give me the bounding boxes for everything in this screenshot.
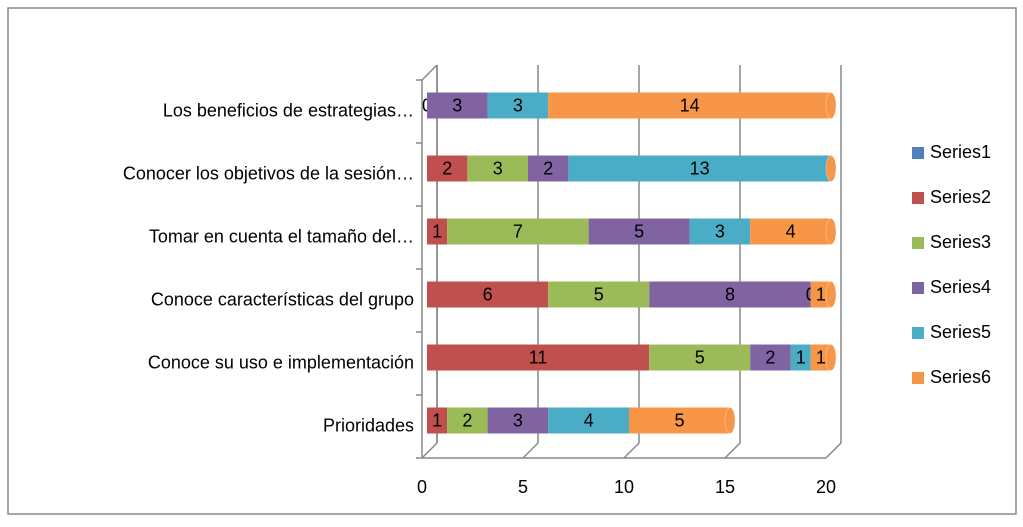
bar-segment [649,344,751,371]
value-label: 1 [432,410,442,430]
bar-segment [427,92,488,119]
value-label: 5 [634,221,644,241]
axis-line [421,64,438,81]
value-label: 3 [493,158,503,178]
legend-swatch [912,282,924,294]
legend-label: Series5 [930,322,991,342]
category-label: Conocer los objetivos de la sesión… [123,163,414,183]
bar-segment [548,281,650,308]
category-label: Conoce su uso e implementación [148,352,414,372]
value-label: 2 [462,410,472,430]
value-label: 1 [816,347,826,367]
bar-segment [548,407,629,434]
value-label: 13 [690,158,710,178]
value-label: 3 [715,221,725,241]
bar-segment [568,155,831,182]
bar-segment [467,155,528,182]
bar-segment [810,281,831,308]
value-label: 2 [543,158,553,178]
grid-line [724,442,741,459]
bar-segment [750,218,831,245]
bar-segment [427,155,468,182]
value-label: 5 [695,347,705,367]
value-label: 3 [513,95,523,115]
bar-cap [825,281,837,308]
grid-line [825,442,842,459]
bar-segment [750,344,791,371]
value-label: 3 [452,95,462,115]
value-label: 5 [594,284,604,304]
legend-swatch [912,192,924,204]
legend-swatch [912,147,924,159]
legend-label: Series3 [930,232,991,252]
bar-segment [427,218,448,245]
value-label: 1 [816,284,826,304]
value-label: 4 [786,221,796,241]
legend-swatch [912,237,924,249]
grid-line [522,442,539,459]
value-label: 3 [513,410,523,430]
bar-segment [689,218,751,245]
bar-segment [649,281,811,308]
bar-cap [825,344,837,371]
bar-segment [447,407,488,434]
value-label: 6 [483,284,493,304]
value-label: 1 [796,347,806,367]
x-tick-label: 15 [715,477,735,497]
value-label: 5 [674,410,684,430]
value-label: 4 [584,410,594,430]
bar-segment [588,218,690,245]
bar-cap [724,407,736,434]
legend-label: Series1 [930,142,991,162]
x-tick-label: 0 [417,477,427,497]
bar-cap [825,218,837,245]
grid-line [421,442,438,459]
bar-segment [427,344,650,371]
bar-segment [629,407,730,434]
x-tick-label: 20 [816,477,836,497]
category-label: Conoce características del grupo [151,289,414,309]
bar-segment [427,281,549,308]
bar-segment [447,218,589,245]
value-label: 14 [680,95,700,115]
value-label: 8 [725,284,735,304]
bar-segment [487,407,549,434]
category-label: Prioridades [323,415,414,435]
bar-segment [548,92,831,119]
legend-label: Series4 [930,277,991,297]
grid-line [623,442,640,459]
legend-label: Series2 [930,187,991,207]
category-label: Los beneficios de estrategias… [163,100,414,120]
bar-segment [427,407,448,434]
legend-swatch [912,327,924,339]
category-label: Tomar en cuenta el tamaño del… [149,226,414,246]
chart-border [7,7,1017,515]
x-tick-label: 10 [614,477,634,497]
value-label: 7 [513,221,523,241]
legend-label: Series6 [930,367,991,387]
value-label: 1 [432,221,442,241]
legend-swatch [912,372,924,384]
bar-segment [487,92,549,119]
value-label: 2 [765,347,775,367]
x-tick-label: 5 [518,477,528,497]
value-label: 2 [442,158,452,178]
bar-segment [790,344,811,371]
bar-cap [825,155,837,182]
bar-segment [528,155,569,182]
bar-cap [825,92,837,119]
value-label: 11 [529,347,548,367]
bar-segment [810,344,831,371]
